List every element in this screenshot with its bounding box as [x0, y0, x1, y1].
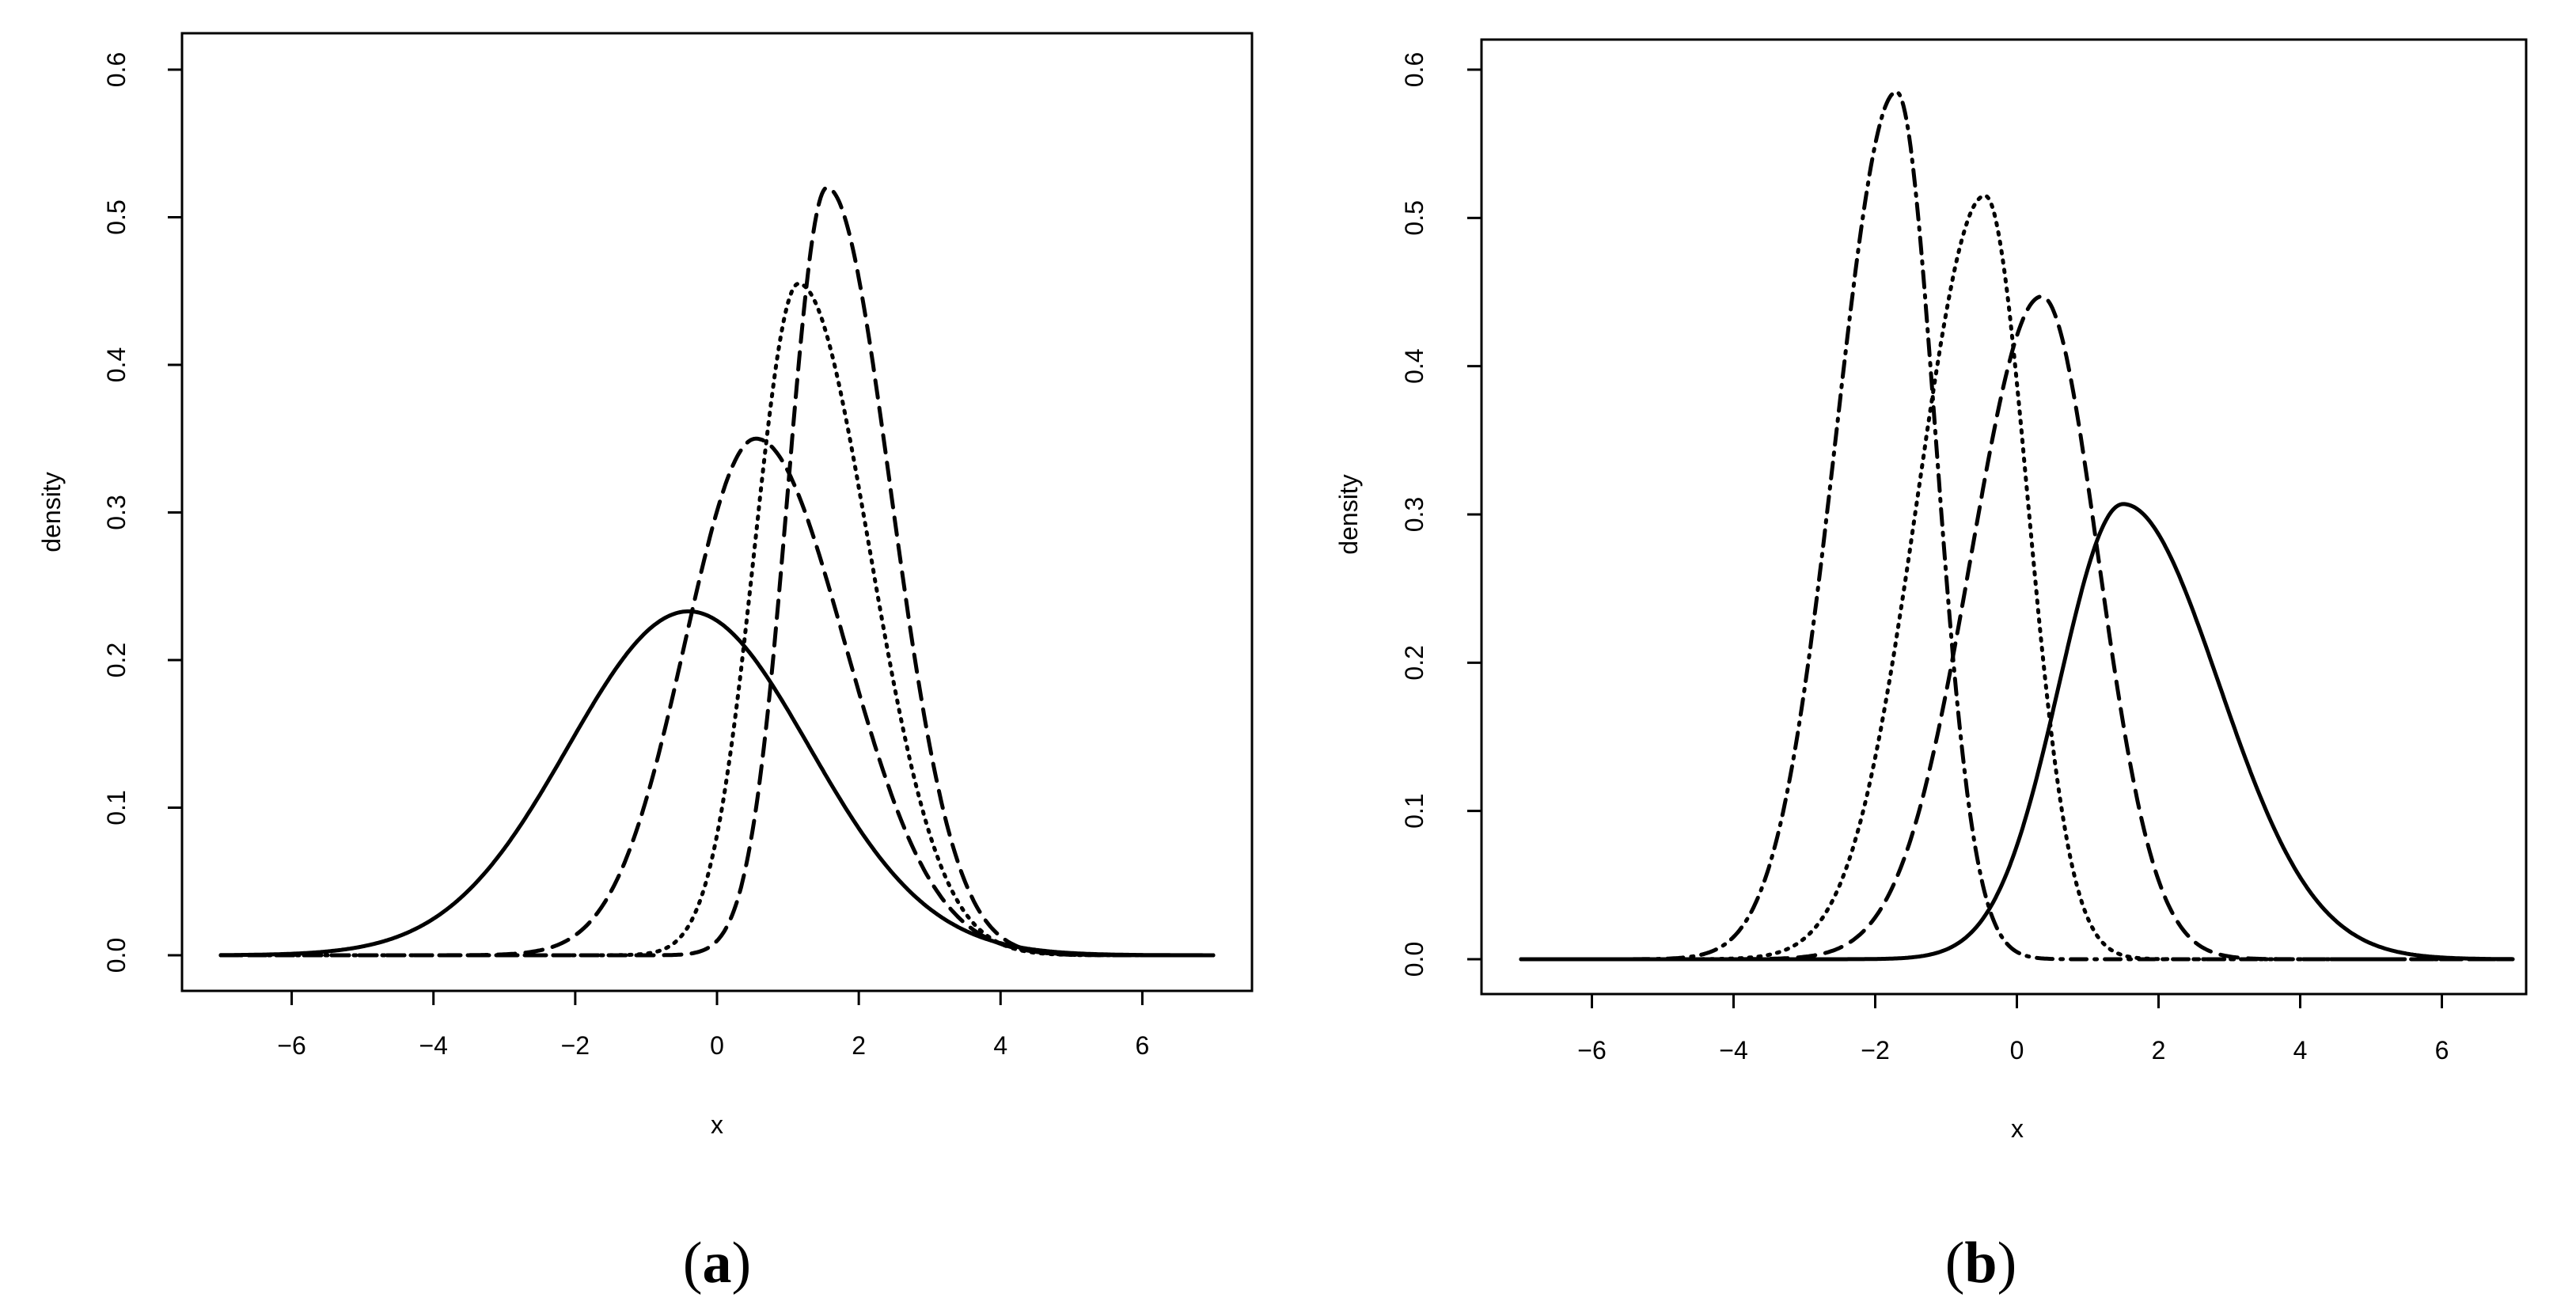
y-tick-label: 0.2	[102, 643, 131, 677]
series-line-solid	[218, 609, 1216, 958]
panel-label-open: (	[683, 1231, 703, 1296]
x-tick-label: −4	[1719, 1036, 1747, 1064]
y-axis-title: density	[1334, 474, 1363, 554]
x-tick-label: 6	[2435, 1036, 2449, 1064]
x-axis-b: −6 −4 −2 0 2 4 6	[1577, 992, 2449, 1064]
y-tick-label: 0.1	[1400, 793, 1428, 828]
x-tick-label: 4	[2293, 1036, 2308, 1064]
series-layer-a	[218, 185, 1216, 958]
y-tick-label: 0.2	[1400, 645, 1428, 680]
panel-label-close: )	[1997, 1231, 2017, 1296]
panel-label-letter: b	[1964, 1231, 1997, 1296]
series-line-dot-dash	[1519, 89, 2515, 962]
y-tick-label: 0.1	[102, 790, 131, 825]
x-axis-title: x	[711, 1110, 723, 1139]
y-tick-label: 0.5	[102, 199, 131, 234]
x-tick-label: 2	[2152, 1036, 2166, 1064]
x-tick-label: −2	[561, 1031, 590, 1060]
panel-b: −6 −4 −2 0 2 4 6 0.0 0.1 0.2 0.3 0.4 0.5 0.6 x densi…	[1334, 38, 2528, 1296]
panel-a: −6 −4 −2 0 2 4 6 0.0 0.1 0.2 0.3 0.4 0.5 0.6 x densi…	[37, 32, 1254, 1296]
y-tick-label: 0.4	[1400, 348, 1428, 383]
y-tick-label: 0.3	[102, 495, 131, 529]
y-tick-label: 0.6	[102, 52, 131, 87]
x-axis-a: −6 −4 −2 0 2 4 6	[277, 989, 1150, 1060]
y-tick-label: 0.4	[102, 347, 131, 382]
plot-frame-b	[1480, 38, 2528, 996]
panel-label-letter: a	[703, 1231, 732, 1296]
x-tick-label: 0	[2010, 1036, 2024, 1064]
y-axis-title: density	[37, 472, 66, 552]
y-axis-b: 0.0 0.1 0.2 0.3 0.4 0.5 0.6	[1400, 52, 1483, 977]
series-layer-b	[1519, 89, 2515, 962]
x-tick-label: −6	[1577, 1036, 1606, 1064]
y-tick-label: 0.6	[1400, 52, 1428, 87]
series-line-dashed-wide	[218, 436, 1216, 958]
panel-label-close: )	[732, 1231, 752, 1296]
x-tick-label: −4	[419, 1031, 447, 1060]
x-tick-label: −6	[277, 1031, 305, 1060]
y-axis-a: 0.0 0.1 0.2 0.3 0.4 0.5 0.6	[102, 52, 184, 973]
panel-label-a: (a)	[683, 1231, 751, 1296]
y-tick-label: 0.0	[1400, 942, 1428, 977]
y-tick-label: 0.5	[1400, 200, 1428, 235]
y-tick-label: 0.3	[1400, 497, 1428, 532]
x-tick-label: 6	[1136, 1031, 1150, 1060]
x-tick-label: 0	[710, 1031, 724, 1060]
y-tick-label: 0.0	[102, 938, 131, 973]
x-tick-label: 4	[993, 1031, 1007, 1060]
series-line-dashed-narrow	[218, 185, 1216, 958]
x-tick-label: 2	[852, 1031, 866, 1060]
x-axis-title: x	[2011, 1114, 2024, 1143]
series-line-solid	[1519, 502, 2515, 962]
panel-label-b: (b)	[1945, 1231, 2016, 1296]
x-tick-label: −2	[1861, 1036, 1889, 1064]
panel-label-open: (	[1945, 1231, 1965, 1296]
